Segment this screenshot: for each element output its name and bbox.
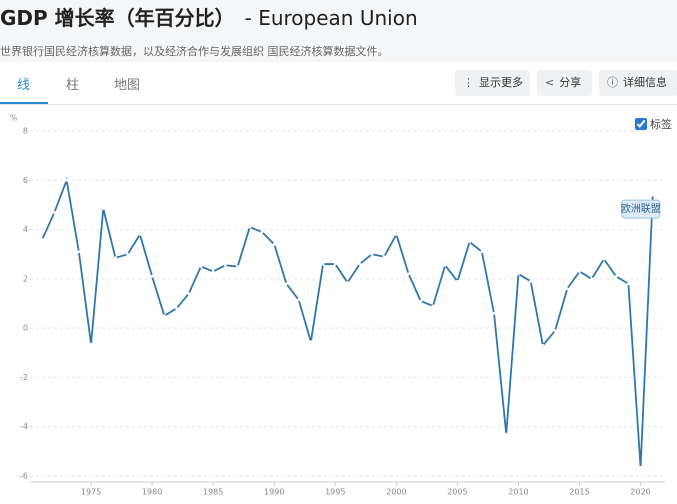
point	[77, 250, 81, 254]
point	[272, 242, 276, 246]
point	[309, 340, 313, 344]
tab[interactable]: 线	[17, 78, 31, 93]
point	[541, 343, 545, 347]
point	[504, 432, 508, 436]
point	[468, 240, 472, 244]
point	[162, 314, 166, 318]
point	[199, 265, 203, 268]
point	[346, 281, 349, 284]
point	[150, 274, 154, 278]
checkbox[interactable]	[635, 118, 647, 130]
point	[223, 263, 227, 267]
point	[40, 238, 44, 241]
button-label: 显示更多	[479, 76, 523, 89]
x-tick-label: 2010	[508, 488, 528, 497]
country: - European Union	[244, 6, 418, 30]
x-tick-label: 2005	[447, 488, 467, 497]
button-label: 详细信息	[623, 76, 667, 89]
point	[126, 252, 130, 256]
x-tick-label: 1975	[81, 488, 101, 497]
x-tick-label: 2015	[569, 488, 589, 497]
x-tick-label: 2000	[386, 488, 406, 497]
point	[517, 272, 520, 276]
point	[187, 292, 191, 296]
y-tick-label: 6	[23, 176, 28, 185]
point	[358, 262, 362, 266]
point	[65, 178, 69, 182]
point	[639, 465, 642, 469]
y-tick-label: 0	[23, 324, 28, 333]
x-tick-label: 1985	[203, 488, 223, 497]
point	[248, 225, 252, 229]
point	[651, 193, 655, 197]
button[interactable]: ⓘ 详细信息	[599, 70, 677, 96]
point	[456, 279, 459, 283]
point	[529, 279, 533, 283]
button[interactable]: ⋮ 显示更多	[455, 70, 530, 96]
y-tick-label: 8	[23, 127, 28, 136]
point	[480, 250, 484, 254]
tab[interactable]: 地图	[114, 78, 141, 93]
point	[333, 262, 337, 266]
point	[370, 252, 374, 256]
series-label-box	[621, 199, 661, 219]
indicator-title: GDP 增长率（年百分比）	[0, 6, 235, 30]
x-tick-label: 1995	[325, 488, 345, 497]
chart: % 8 6 4 2 0 -2 -4 -6 1975 1980 1985 1990 1995 2000 200…	[10, 114, 665, 497]
point	[590, 277, 594, 281]
point	[394, 233, 398, 236]
series-line	[41, 176, 654, 468]
point	[578, 270, 581, 273]
series-label: 欧洲联盟	[621, 203, 661, 215]
button[interactable]: < 分享	[537, 70, 592, 96]
x-tick-label: 1980	[142, 488, 162, 497]
point	[89, 342, 93, 346]
point	[260, 230, 264, 234]
point	[419, 299, 423, 303]
label-toggle[interactable]: 标签	[635, 116, 672, 132]
y-tick-label: -2	[20, 373, 28, 382]
y-tick-label: -4	[20, 422, 28, 431]
point	[553, 329, 557, 333]
point	[626, 282, 630, 286]
y-tick-label: 4	[23, 225, 28, 234]
point	[614, 274, 618, 278]
point	[602, 257, 606, 261]
title: GDP 增长率（年百分比） - European Union	[0, 2, 418, 31]
y-tick-label: 2	[23, 274, 28, 283]
point	[492, 311, 496, 315]
point	[407, 272, 410, 276]
point	[382, 255, 386, 259]
point	[53, 210, 56, 214]
point	[175, 307, 178, 310]
point	[236, 265, 239, 268]
point	[285, 282, 288, 286]
button-label: 分享	[559, 76, 582, 89]
point	[431, 304, 435, 308]
x-tick-label: 1990	[264, 488, 284, 497]
point	[321, 262, 325, 266]
point	[101, 207, 105, 211]
point	[138, 233, 142, 236]
toggle-label: 标签	[650, 118, 672, 131]
point	[211, 270, 215, 273]
x-tick-label: 2020	[630, 488, 650, 497]
point	[443, 263, 447, 267]
point	[114, 256, 117, 260]
header: GDP 增长率（年百分比） - European Union 世界银行国民经济核算…	[0, 0, 677, 62]
tab[interactable]: 柱	[66, 78, 80, 93]
tab-bar: 线 柱 地图 ⋮ 显示更多 < 分享 ⓘ 详细信息	[0, 62, 677, 105]
y-unit: %	[10, 114, 18, 123]
active-tab-indicator	[0, 102, 48, 104]
point	[297, 298, 301, 302]
point	[565, 287, 569, 291]
source-note: 世界银行国民经济核算数据，以及经济合作与发展组织 国民经济核算数据文件。	[0, 45, 389, 58]
y-tick-label: -6	[20, 472, 28, 481]
